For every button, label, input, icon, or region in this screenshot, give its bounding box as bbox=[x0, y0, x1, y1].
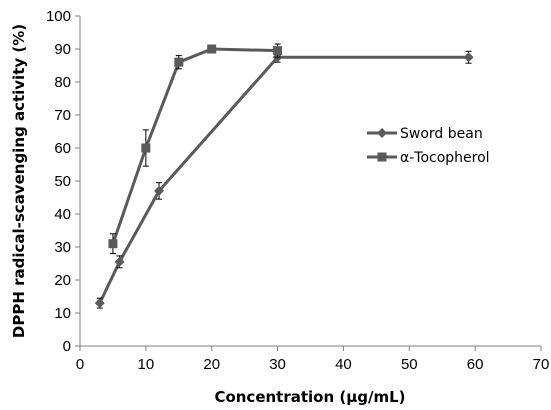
y-tick-label: 100 bbox=[46, 8, 71, 25]
legend-item: α-Tocopherol bbox=[367, 150, 490, 166]
y-tick-label: 20 bbox=[54, 272, 71, 289]
series-line bbox=[98, 55, 469, 304]
y-tick-label: 60 bbox=[54, 140, 71, 157]
series-sword-bean bbox=[94, 50, 474, 309]
legend-label: Sword bean bbox=[400, 126, 483, 142]
y-tick-label: 40 bbox=[54, 206, 71, 223]
series-line bbox=[111, 47, 278, 245]
y-axis-title: DPPH radical-scavenging activity (%) bbox=[10, 24, 28, 338]
x-tick-label: 10 bbox=[138, 356, 155, 373]
legend-item: Sword bean bbox=[367, 126, 483, 142]
legend-label: α-Tocopherol bbox=[400, 150, 490, 166]
y-ticks: 0 10 20 30 40 50 60 70 80 90 100 bbox=[46, 8, 80, 355]
y-tick-label: 10 bbox=[54, 305, 71, 322]
x-axis-title: Concentration (μg/mL) bbox=[214, 388, 405, 406]
x-tick-label: 40 bbox=[335, 356, 352, 373]
series-alpha-tocopherol bbox=[108, 43, 283, 255]
data-point bbox=[154, 185, 165, 196]
data-point bbox=[114, 256, 125, 267]
x-ticks: 0 10 20 30 40 50 60 70 bbox=[76, 346, 550, 373]
x-tick-label: 50 bbox=[401, 356, 418, 373]
x-tick-label: 30 bbox=[269, 356, 286, 373]
series-layer bbox=[94, 43, 474, 309]
x-tick-label: 60 bbox=[467, 356, 484, 373]
x-tick-label: 20 bbox=[203, 356, 220, 373]
data-point bbox=[207, 44, 217, 54]
y-tick-label: 90 bbox=[54, 41, 71, 58]
data-point bbox=[108, 239, 118, 249]
x-tick-label: 0 bbox=[76, 356, 84, 373]
data-point bbox=[463, 52, 474, 63]
data-point bbox=[174, 57, 184, 67]
axes bbox=[79, 16, 541, 347]
legend-marker bbox=[377, 128, 387, 138]
y-tick-label: 30 bbox=[54, 239, 71, 256]
y-tick-label: 70 bbox=[54, 107, 71, 124]
y-tick-label: 0 bbox=[63, 338, 71, 355]
data-point bbox=[273, 46, 283, 56]
data-point bbox=[141, 143, 151, 153]
legend-marker bbox=[377, 152, 387, 162]
legend: Sword bean α-Tocopherol bbox=[367, 126, 490, 166]
x-tick-label: 70 bbox=[533, 356, 550, 373]
data-point bbox=[94, 298, 105, 309]
y-tick-label: 80 bbox=[54, 74, 71, 91]
y-tick-label: 50 bbox=[54, 173, 71, 190]
